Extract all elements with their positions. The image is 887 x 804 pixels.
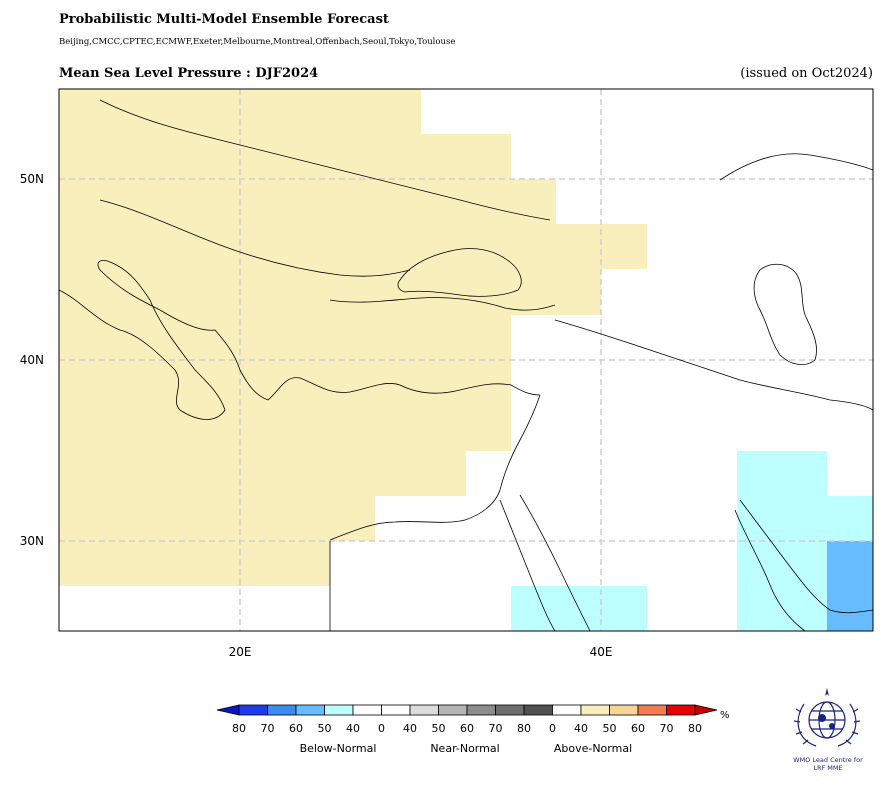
page-title: Probabilistic Multi-Model Ensemble Forec… (59, 12, 389, 27)
logo-caption-line1: WMO Lead Centre for (793, 756, 863, 764)
coastline-turkey-north (329, 297, 556, 311)
border-europe-2 (99, 199, 411, 277)
coastline-black-sea (397, 248, 522, 297)
coastline-caspian (753, 263, 817, 365)
colorbar-tick-label: 60 (460, 722, 474, 735)
map-frame (58, 88, 874, 632)
coastline-red-sea (499, 499, 556, 632)
colorbar-group-below: Below-Normal (299, 742, 377, 755)
colorbar (216, 704, 718, 716)
colorbar-tick-label: 50 (317, 722, 332, 735)
colorbar-cell (637, 704, 667, 716)
graticule (59, 89, 873, 631)
coastline-europe (58, 260, 541, 420)
colorbar-tick-label: 60 (631, 722, 645, 735)
lat-label-30n: 30N (19, 534, 44, 548)
colorbar-tick-label: 40 (403, 722, 417, 735)
colorbar-tick-label: 50 (602, 722, 617, 735)
logo-caption-line2: LRF MME (813, 764, 843, 772)
colorbar-tick-label: 0 (549, 722, 556, 735)
colorbar-tick-label: 60 (289, 722, 303, 735)
colorbar-cell (352, 704, 382, 716)
colorbar-group-near: Near-Normal (430, 742, 500, 755)
coastline-persian-gulf (739, 499, 874, 614)
colorbar-cell (552, 704, 582, 716)
colorbar-tick-label: 70 (659, 722, 674, 735)
lon-label-20e: 20E (228, 645, 252, 659)
lat-label-40n: 40N (19, 353, 44, 367)
border-north-asia (719, 153, 874, 181)
lon-label-40e: 40E (589, 645, 613, 659)
logo-caption: WMO Lead Centre for LRF MME (776, 756, 880, 772)
coastlines (58, 99, 874, 632)
coastline-levant (329, 394, 541, 541)
map-subtitle: Mean Sea Level Pressure : DJF2024 (59, 66, 319, 81)
colorbar-group-above: Above-Normal (553, 742, 633, 755)
colorbar-tick-label: 80 (688, 722, 702, 735)
colorbar-arrow-left (216, 704, 240, 716)
model-list: Beijing,CMCC,CPTEC,ECMWF,Exeter,Melbourn… (59, 37, 456, 47)
colorbar-cell (495, 704, 525, 716)
colorbar-cell (466, 704, 496, 716)
colorbar-tick-label: 70 (260, 722, 275, 735)
below-normal-strong-region (827, 541, 873, 631)
coastline-red-sea-east (519, 494, 591, 632)
above-normal-region (59, 89, 647, 586)
above-normal-shading (59, 89, 647, 586)
wmo-logo-icon (793, 688, 861, 747)
colorbar-cell (438, 704, 468, 716)
colorbar-cell (238, 704, 268, 716)
colorbar-tick-label: 40 (574, 722, 588, 735)
colorbar-tick-label: 80 (517, 722, 531, 735)
lat-label-50n: 50N (19, 172, 44, 186)
colorbar-cell (324, 704, 354, 716)
colorbar-cell (580, 704, 610, 716)
colorbar-tick-label: 0 (378, 722, 385, 735)
colorbar-cell (267, 704, 297, 716)
colorbar-arrow-right (694, 704, 718, 716)
colorbar-tick-label: 80 (232, 722, 246, 735)
colorbar-cell (295, 704, 325, 716)
colorbar-cell (666, 704, 696, 716)
issued-date: (issued on Oct2024) (740, 66, 873, 81)
border-mideast (554, 319, 874, 411)
colorbar-cell (523, 704, 553, 716)
colorbar-cell (409, 704, 439, 716)
colorbar-tick-label: 40 (346, 722, 360, 735)
border-europe (99, 99, 551, 221)
colorbar-tick-label: 70 (488, 722, 503, 735)
colorbar-tick-label: 50 (431, 722, 446, 735)
colorbar-cell (381, 704, 411, 716)
colorbar-unit: % (720, 710, 730, 721)
colorbar-cell (609, 704, 639, 716)
coastline-gulf-arabia (734, 509, 806, 632)
